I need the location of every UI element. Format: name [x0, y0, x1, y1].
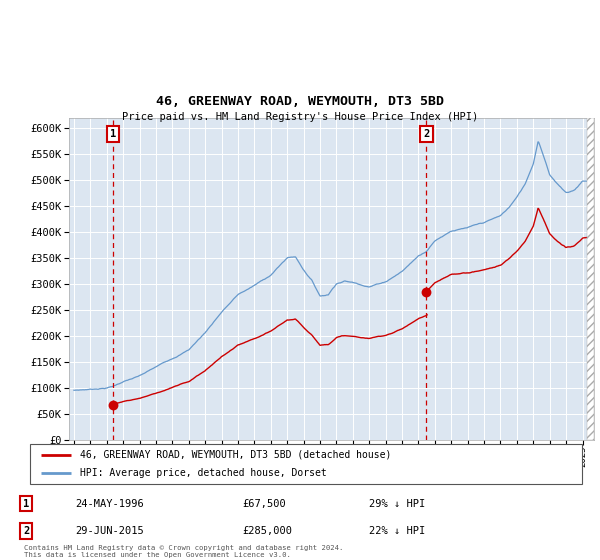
Text: 24-MAY-1996: 24-MAY-1996 — [76, 498, 144, 508]
Text: HPI: Average price, detached house, Dorset: HPI: Average price, detached house, Dors… — [80, 468, 326, 478]
Text: 1: 1 — [110, 129, 116, 139]
Text: 2: 2 — [23, 526, 29, 536]
Bar — [587, 118, 594, 440]
Point — [422, 287, 431, 296]
Text: 29-JUN-2015: 29-JUN-2015 — [76, 526, 144, 536]
Text: 46, GREENWAY ROAD, WEYMOUTH, DT3 5BD: 46, GREENWAY ROAD, WEYMOUTH, DT3 5BD — [156, 95, 444, 108]
Text: 22% ↓ HPI: 22% ↓ HPI — [369, 526, 425, 536]
Point — [108, 400, 118, 409]
Text: Price paid vs. HM Land Registry's House Price Index (HPI): Price paid vs. HM Land Registry's House … — [122, 112, 478, 122]
FancyBboxPatch shape — [30, 444, 582, 484]
Text: 2: 2 — [424, 129, 430, 139]
Text: 46, GREENWAY ROAD, WEYMOUTH, DT3 5BD (detached house): 46, GREENWAY ROAD, WEYMOUTH, DT3 5BD (de… — [80, 450, 391, 460]
Text: 1: 1 — [23, 498, 29, 508]
Text: Contains HM Land Registry data © Crown copyright and database right 2024.
This d: Contains HM Land Registry data © Crown c… — [24, 545, 343, 558]
Text: £285,000: £285,000 — [242, 526, 292, 536]
Text: £67,500: £67,500 — [242, 498, 286, 508]
Text: 29% ↓ HPI: 29% ↓ HPI — [369, 498, 425, 508]
